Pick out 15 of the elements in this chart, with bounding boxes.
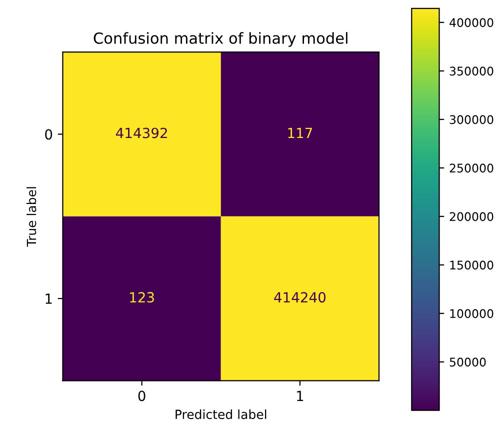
x-axis-title: Predicted label [176,409,266,420]
color-bar-label: 400000 [450,18,494,28]
color-bar-label: 100000 [450,309,494,318]
y-axis-title: True label [26,187,36,247]
data-label: 414240 [274,292,326,303]
color-bar-label: 150000 [450,260,494,270]
data-label: 414392 [116,128,167,138]
color-bar-label: 350000 [450,66,494,76]
data-label: 123 [130,292,154,303]
color-bar-label: 250000 [450,164,494,173]
data-label: 117 [288,128,312,138]
color-bar-label: 300000 [450,115,494,124]
color-bar-label: 200000 [450,212,494,222]
color-bar-label: 50000 [450,358,486,367]
chart-title: Confusion matrix of binary model [94,32,348,47]
